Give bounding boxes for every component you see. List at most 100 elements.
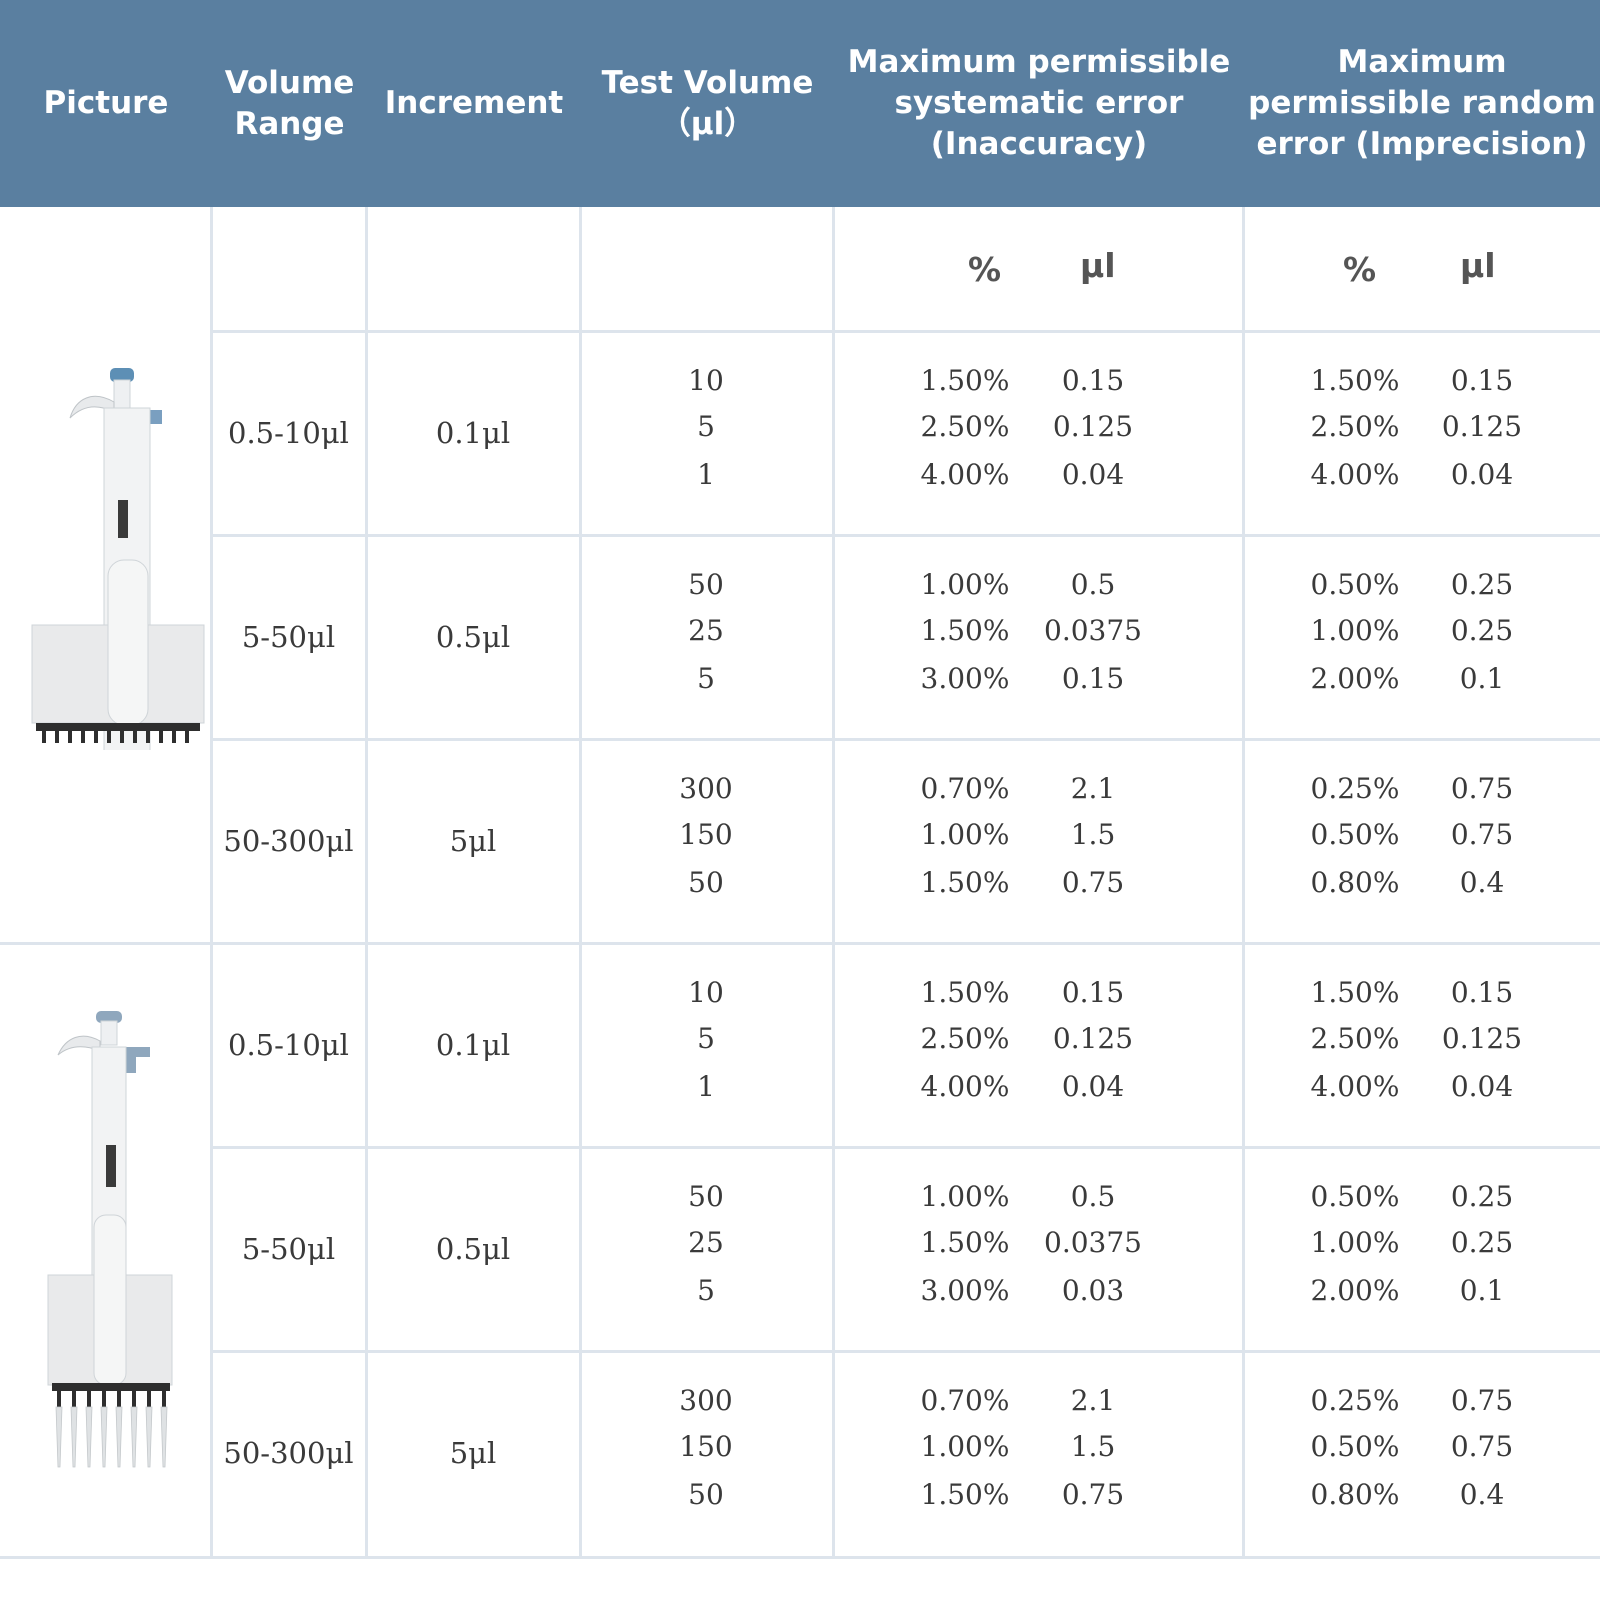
test-volume-value: 300 — [679, 1384, 733, 1417]
random-percent-value: 0.80% — [1310, 866, 1400, 899]
volume-range-cell: 0.5-10μl — [228, 1028, 349, 1062]
test-volume-value: 25 — [688, 1226, 724, 1259]
test-volume-value: 1 — [697, 1070, 715, 1103]
random-percent-value: 1.00% — [1310, 1226, 1400, 1259]
test-volume-value: 5 — [697, 410, 715, 443]
systematic-ul-value: 0.15 — [1061, 364, 1125, 397]
test-volume-value: 25 — [688, 614, 724, 647]
systematic-ul-value: 2.1 — [1070, 772, 1116, 805]
12-channel-pipette-icon — [31, 368, 205, 750]
random-ul-value: 0.4 — [1459, 866, 1505, 899]
systematic-ul-value: 0.125 — [1052, 410, 1134, 443]
grid-line — [579, 207, 582, 1557]
grid-line — [212, 1146, 1600, 1149]
header-volume-range: Volume Range — [224, 64, 355, 142]
random-ul-value: 0.75 — [1450, 1384, 1514, 1417]
volume-range-cell: 0.5-10μl — [228, 416, 349, 450]
test-volume-value: 150 — [679, 1430, 733, 1463]
grid-line — [212, 738, 1600, 741]
random-percent-value: 0.50% — [1310, 1180, 1400, 1213]
random-percent-value: 0.50% — [1310, 1430, 1400, 1463]
test-volume-value: 5 — [697, 1022, 715, 1055]
test-volume-value: 5 — [697, 1274, 715, 1307]
random-percent-value: 0.80% — [1310, 1478, 1400, 1511]
random-percent-value: 2.00% — [1310, 1274, 1400, 1307]
random-percent-value: 0.25% — [1310, 772, 1400, 805]
systematic-ul-value: 0.0375 — [1044, 614, 1142, 647]
random-percent-value: 0.50% — [1310, 568, 1400, 601]
random-ul-value: 0.04 — [1450, 1070, 1514, 1103]
systematic-ul-value: 1.5 — [1070, 1430, 1116, 1463]
grid-line — [832, 207, 835, 1557]
systematic-percent-value: 1.50% — [920, 614, 1010, 647]
header-systematic-error: Maximum permissible systematic error (In… — [847, 44, 1231, 162]
random-ul-value: 0.25 — [1450, 614, 1514, 647]
unit-percent-systematic: % — [968, 250, 1002, 289]
systematic-ul-value: 0.5 — [1070, 1180, 1116, 1213]
random-ul-value: 0.15 — [1450, 364, 1514, 397]
8-channel-pipette-icon — [47, 1011, 173, 1468]
random-percent-value: 2.50% — [1310, 410, 1400, 443]
random-ul-value: 0.75 — [1450, 1430, 1514, 1463]
unit-percent-random: % — [1343, 250, 1377, 289]
systematic-ul-value: 0.03 — [1061, 1274, 1125, 1307]
systematic-ul-value: 0.04 — [1061, 1070, 1125, 1103]
systematic-ul-value: 0.125 — [1052, 1022, 1134, 1055]
test-volume-value: 150 — [679, 818, 733, 851]
systematic-ul-value: 0.04 — [1061, 458, 1125, 491]
random-ul-value: 0.75 — [1450, 772, 1514, 805]
test-volume-value: 10 — [688, 976, 724, 1009]
test-volume-value: 300 — [679, 772, 733, 805]
increment-cell: 0.1μl — [435, 416, 511, 450]
systematic-percent-value: 4.00% — [920, 1070, 1010, 1103]
random-percent-value: 0.25% — [1310, 1384, 1400, 1417]
volume-range-cell: 50-300μl — [223, 824, 354, 858]
systematic-percent-value: 1.50% — [920, 364, 1010, 397]
volume-range-cell: 5-50μl — [241, 620, 336, 654]
random-percent-value: 1.00% — [1310, 614, 1400, 647]
random-percent-value: 4.00% — [1310, 458, 1400, 491]
systematic-ul-value: 0.75 — [1061, 1478, 1125, 1511]
random-ul-value: 0.125 — [1441, 410, 1523, 443]
unit-ul-systematic: μl — [1080, 246, 1116, 285]
test-volume-value: 50 — [688, 568, 724, 601]
random-ul-value: 0.4 — [1459, 1478, 1505, 1511]
test-volume-value: 50 — [688, 1180, 724, 1213]
table-header: Picture Volume Range Increment Test Volu… — [0, 0, 1600, 207]
systematic-percent-value: 0.70% — [920, 1384, 1010, 1417]
systematic-ul-value: 0.15 — [1061, 662, 1125, 695]
random-percent-value: 4.00% — [1310, 1070, 1400, 1103]
grid-line — [365, 207, 368, 1557]
increment-cell: 0.5μl — [435, 620, 511, 654]
systematic-ul-value: 0.75 — [1061, 866, 1125, 899]
test-volume-value: 1 — [697, 458, 715, 491]
test-volume-value: 50 — [688, 1478, 724, 1511]
increment-cell: 5μl — [449, 824, 497, 858]
grid-line — [0, 942, 1600, 945]
systematic-ul-value: 2.1 — [1070, 1384, 1116, 1417]
header-random-error: Maximum permissible random error (Imprec… — [1248, 44, 1596, 162]
systematic-percent-value: 4.00% — [920, 458, 1010, 491]
random-ul-value: 0.04 — [1450, 458, 1514, 491]
unit-ul-random: μl — [1460, 246, 1496, 285]
random-percent-value: 2.50% — [1310, 1022, 1400, 1055]
systematic-percent-value: 1.00% — [920, 568, 1010, 601]
systematic-percent-value: 1.50% — [920, 976, 1010, 1009]
grid-line — [0, 1556, 1600, 1559]
header-increment: Increment — [384, 85, 564, 121]
systematic-ul-value: 1.5 — [1070, 818, 1116, 851]
volume-range-cell: 5-50μl — [241, 1232, 336, 1266]
random-percent-value: 2.00% — [1310, 662, 1400, 695]
grid-line — [212, 534, 1600, 537]
grid-line — [212, 330, 1600, 333]
systematic-percent-value: 1.50% — [920, 866, 1010, 899]
random-ul-value: 0.125 — [1441, 1022, 1523, 1055]
test-volume-value: 10 — [688, 364, 724, 397]
random-percent-value: 1.50% — [1310, 976, 1400, 1009]
systematic-ul-value: 0.0375 — [1044, 1226, 1142, 1259]
systematic-percent-value: 0.70% — [920, 772, 1010, 805]
systematic-percent-value: 1.00% — [920, 1180, 1010, 1213]
header-picture: Picture — [43, 85, 169, 121]
systematic-percent-value: 1.50% — [920, 1478, 1010, 1511]
random-ul-value: 0.25 — [1450, 568, 1514, 601]
